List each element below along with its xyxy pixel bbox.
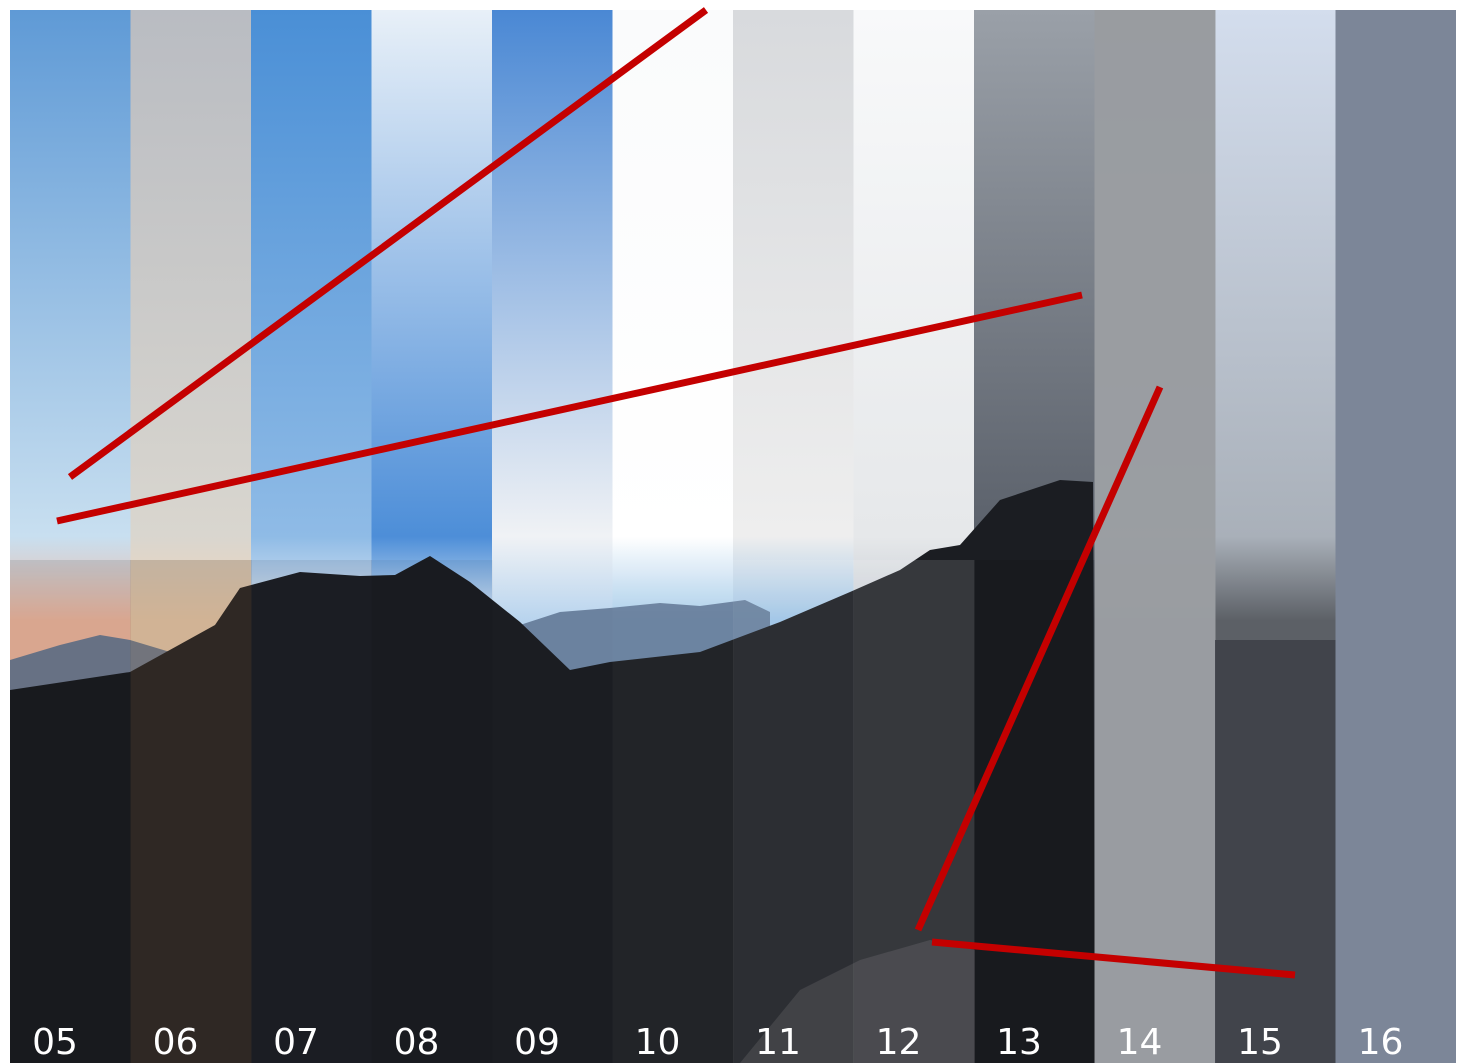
hour-label: 10	[635, 1022, 681, 1063]
landscape	[10, 480, 1095, 1063]
red-line	[931, 938, 1296, 979]
hour-label: 11	[755, 1022, 801, 1063]
fog-strip	[1335, 10, 1456, 1063]
tone-overlay	[251, 560, 372, 1063]
red-line	[67, 7, 709, 480]
hour-label: 16	[1358, 1022, 1404, 1063]
mountain	[10, 480, 1095, 1063]
red-lines	[56, 7, 1296, 979]
hour-label: 05	[32, 1022, 78, 1063]
hour-label: 08	[394, 1022, 440, 1063]
hour-label: 07	[273, 1022, 319, 1063]
tone-overlay	[130, 560, 252, 1063]
tone-overlay	[853, 560, 975, 1063]
tone-overlay	[613, 560, 734, 1063]
hour-label: 09	[514, 1022, 560, 1063]
tone-overlay	[733, 560, 854, 1063]
fog-strip	[1215, 640, 1336, 1063]
hour-label: 06	[153, 1022, 199, 1063]
red-line	[56, 291, 1083, 525]
tone-overlay	[371, 560, 493, 1063]
hour-label: 13	[996, 1022, 1042, 1063]
fog-strip	[1094, 10, 1216, 1063]
tone-overlay	[974, 560, 1095, 1063]
tone-overlay	[10, 560, 131, 1063]
hour-label: 12	[876, 1022, 922, 1063]
hour-label: 15	[1237, 1022, 1283, 1063]
ridge-highlight	[740, 940, 975, 1063]
fog-overlays	[10, 10, 1456, 1063]
hour-labels: 05 06 07 08 09 10 11 12 13 14 15 16	[32, 1022, 1403, 1063]
hour-label: 14	[1117, 1022, 1163, 1063]
red-line	[914, 385, 1164, 932]
